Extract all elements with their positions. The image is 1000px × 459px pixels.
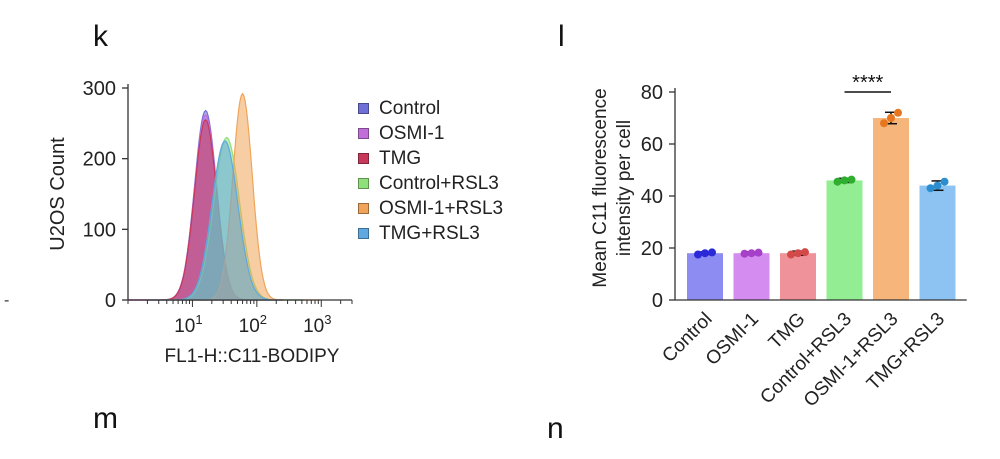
legend-label: TMG bbox=[379, 147, 422, 169]
bar bbox=[919, 185, 956, 300]
data-point bbox=[847, 175, 856, 184]
significance-label: **** bbox=[852, 72, 883, 94]
legend-swatch bbox=[358, 153, 369, 164]
data-point bbox=[794, 249, 802, 258]
bar bbox=[687, 253, 723, 300]
bar bbox=[873, 118, 909, 300]
data-point bbox=[801, 248, 809, 257]
histogram-y-tick-label: 100 bbox=[83, 219, 116, 241]
legend-swatch bbox=[358, 103, 369, 114]
panel-label-k: k bbox=[93, 20, 108, 53]
bar-category-label: OSMI-1 bbox=[702, 309, 763, 370]
legend-item: OSMI-1 bbox=[358, 121, 503, 146]
legend-swatch bbox=[358, 128, 369, 139]
bar-y-tick-label: 40 bbox=[641, 186, 663, 208]
data-point bbox=[708, 248, 716, 257]
data-point bbox=[894, 108, 902, 117]
histogram-x-axis-label: FL1-H::C11-BODIPY bbox=[165, 346, 340, 367]
data-point bbox=[840, 176, 849, 185]
data-point bbox=[740, 249, 749, 258]
panel-label-l: l bbox=[558, 20, 565, 53]
legend-item: Control bbox=[358, 96, 503, 121]
panel-label-m: m bbox=[93, 402, 118, 435]
legend-label: OSMI-1 bbox=[379, 122, 445, 144]
legend-label: TMG+RSL3 bbox=[379, 222, 480, 244]
legend-label: Control+RSL3 bbox=[379, 172, 499, 194]
histogram-y-axis-label: U2OS Count bbox=[47, 137, 69, 251]
data-point bbox=[754, 248, 763, 257]
data-point bbox=[747, 249, 756, 258]
legend-item: TMG+RSL3 bbox=[358, 221, 503, 246]
legend-swatch bbox=[358, 228, 369, 239]
bar-y-axis-label: Mean C11 fluorescence intensity per cell bbox=[590, 88, 635, 287]
histogram-x-tick-label: 101 bbox=[174, 312, 202, 337]
data-point bbox=[933, 181, 942, 190]
data-point bbox=[787, 250, 795, 259]
histogram-y-tick-label: 300 bbox=[83, 78, 116, 100]
histogram-y-tick-label: 0 bbox=[105, 290, 116, 312]
legend-label: Control bbox=[379, 97, 441, 119]
histogram-x-tick-label: 103 bbox=[303, 312, 331, 337]
data-point bbox=[694, 250, 702, 259]
data-point bbox=[940, 177, 949, 186]
legend-item: TMG bbox=[358, 146, 503, 171]
data-point bbox=[880, 119, 888, 128]
legend-item: OSMI-1+RSL3 bbox=[358, 196, 503, 221]
histogram-x-tick-label: 102 bbox=[239, 312, 267, 337]
histogram-curve-5 bbox=[147, 140, 303, 301]
bar bbox=[826, 180, 863, 300]
bar-y-tick-label: 0 bbox=[652, 290, 663, 312]
histogram-y-tick-label: 200 bbox=[83, 149, 116, 171]
panel-label-n: n bbox=[547, 412, 564, 445]
bar bbox=[780, 253, 816, 300]
bar bbox=[733, 253, 770, 300]
left-margin-mark: - bbox=[4, 292, 10, 309]
legend-label: OSMI-1+RSL3 bbox=[379, 197, 504, 219]
data-point bbox=[926, 184, 935, 193]
legend-swatch bbox=[358, 178, 369, 189]
bar-y-tick-label: 60 bbox=[641, 134, 663, 156]
bar-y-tick-label: 20 bbox=[641, 238, 663, 260]
data-point bbox=[887, 114, 895, 122]
data-point bbox=[701, 249, 709, 258]
legend-item: Control+RSL3 bbox=[358, 171, 503, 196]
histogram-legend: Control OSMI-1 TMG Control+RSL3 OSMI-1+RSL3 T… bbox=[358, 96, 503, 246]
legend-swatch bbox=[358, 203, 369, 214]
data-point bbox=[833, 177, 842, 186]
bar-y-tick-label: 80 bbox=[641, 82, 663, 104]
